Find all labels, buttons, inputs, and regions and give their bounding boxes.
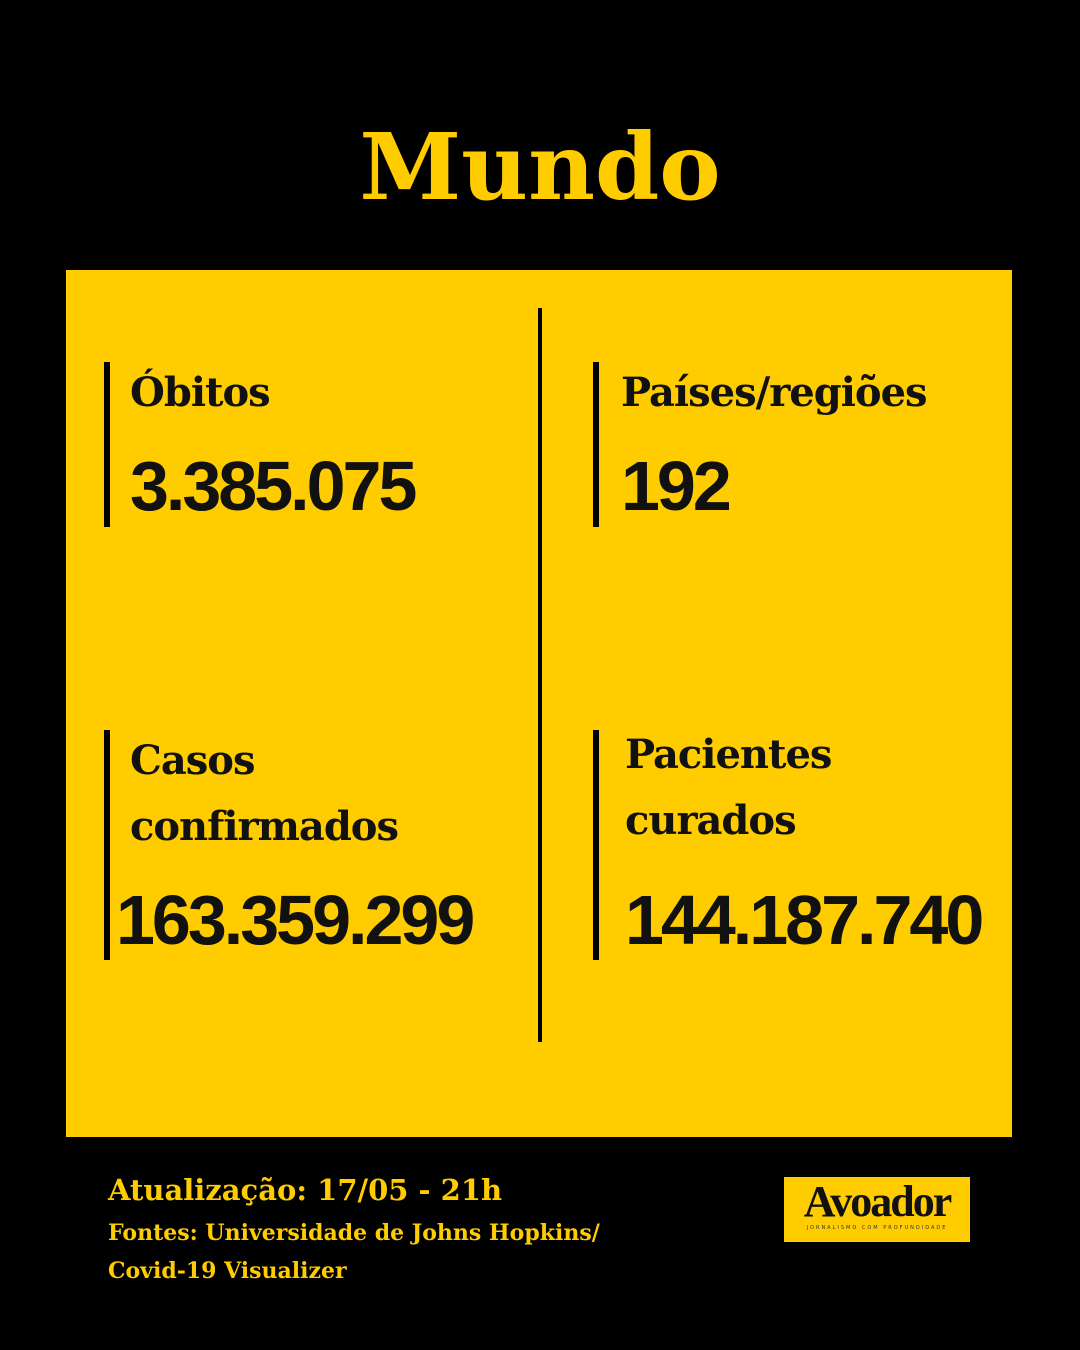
countries-value: 192: [621, 447, 732, 525]
page-title: Mundo: [359, 113, 721, 221]
sources: Fontes: Universidade de Johns Hopkins/ C…: [108, 1214, 600, 1290]
deaths-label: Óbitos: [130, 369, 271, 416]
accent-bar: [593, 730, 599, 960]
accent-bar: [104, 362, 110, 527]
recovered-label-line2: curados: [625, 797, 797, 844]
cases-label-line1: Casos: [130, 737, 255, 784]
sources-line1: Fontes: Universidade de Johns Hopkins/: [108, 1220, 600, 1246]
logo-wordmark: Avoador: [803, 1177, 953, 1226]
sources-line2: Covid-19 Visualizer: [108, 1258, 347, 1284]
cases-value: 163.359.299: [116, 881, 475, 959]
cases-label-line2: confirmados: [130, 803, 399, 850]
accent-bar: [104, 730, 110, 960]
accent-bar: [593, 362, 599, 527]
avoador-logo: Avoador JORNALISMO COM PROFUNDIDADE: [784, 1177, 970, 1242]
deaths-value: 3.385.075: [130, 447, 417, 525]
countries-label: Países/regiões: [621, 369, 928, 416]
recovered-label-line1: Pacientes: [625, 731, 832, 778]
update-time: Atualização: 17/05 - 21h: [108, 1173, 503, 1207]
recovered-value: 144.187.740: [625, 881, 984, 959]
logo-tagline: JORNALISMO COM PROFUNDIDADE: [806, 1225, 948, 1231]
vertical-divider: [538, 308, 542, 1042]
